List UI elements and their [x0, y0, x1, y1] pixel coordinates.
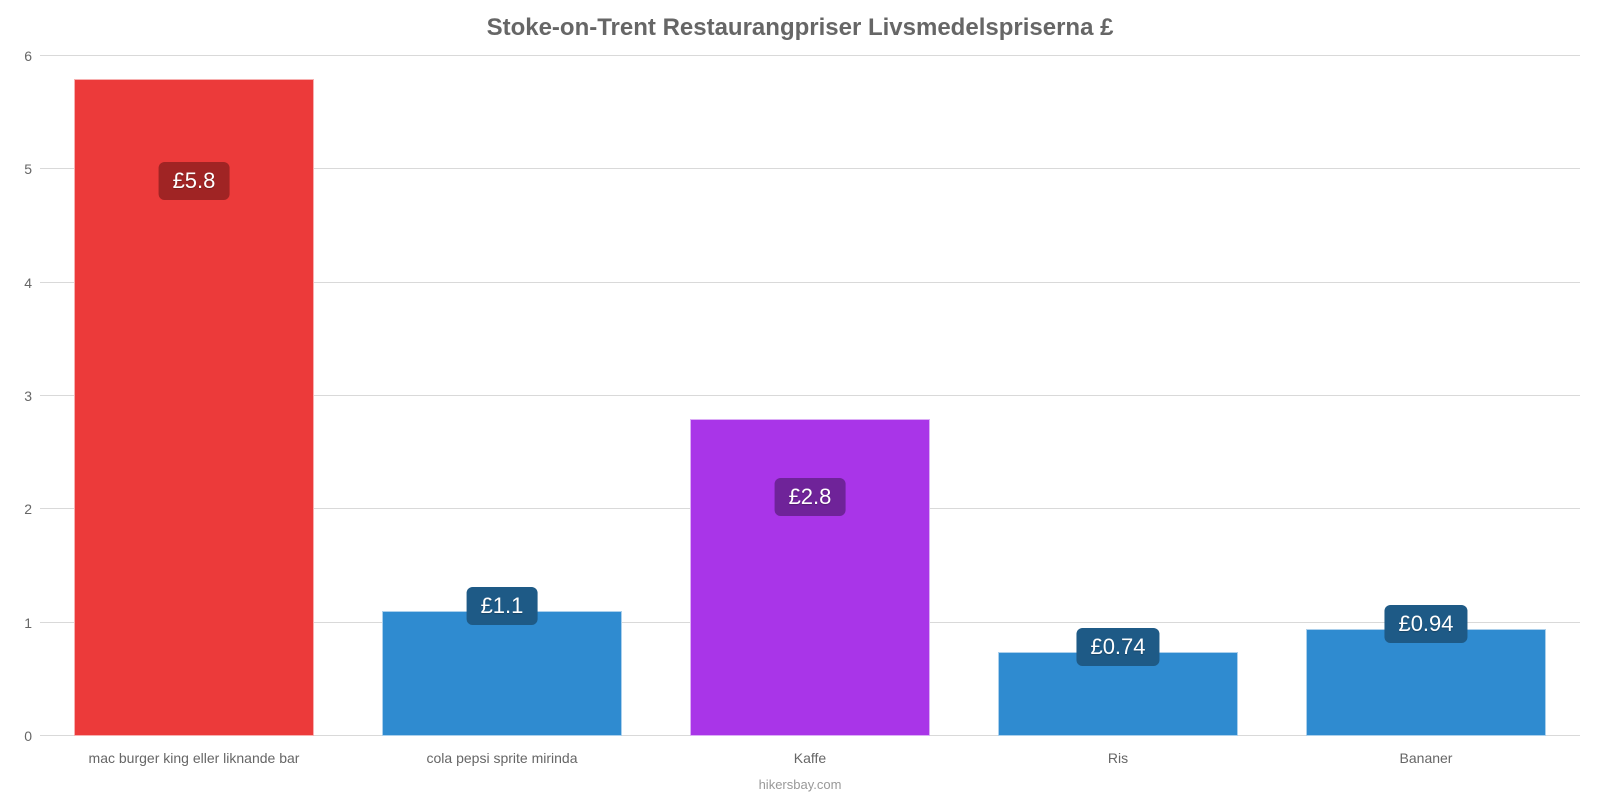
- x-tick-label: Bananer: [1272, 750, 1580, 766]
- bar-slot: £0.74: [964, 56, 1272, 736]
- value-badge: £0.94: [1384, 605, 1467, 643]
- bar-chart: Stoke-on-Trent Restaurangpriser Livsmede…: [0, 0, 1600, 800]
- y-tick-label: 3: [24, 388, 40, 404]
- x-axis: mac burger king eller liknande barcola p…: [40, 750, 1580, 766]
- bar-slot: £1.1: [348, 56, 656, 736]
- y-tick-label: 4: [24, 275, 40, 291]
- plot-area: 0123456 £5.8£1.1£2.8£0.74£0.94: [40, 56, 1580, 736]
- value-badge: £1.1: [467, 587, 538, 625]
- bars-container: £5.8 £1.1 £2.8 £0.74 £0.94: [40, 56, 1580, 736]
- y-tick-label: 2: [24, 501, 40, 517]
- y-tick-label: 1: [24, 615, 40, 631]
- bar: £0.74: [998, 652, 1238, 736]
- x-tick-label: cola pepsi sprite mirinda: [348, 750, 656, 766]
- bar-slot: £2.8: [656, 56, 964, 736]
- chart-footer: hikersbay.com: [0, 777, 1600, 792]
- bar: £0.94: [1306, 629, 1546, 736]
- chart-title: Stoke-on-Trent Restaurangpriser Livsmede…: [0, 0, 1600, 42]
- bar: £1.1: [382, 611, 622, 736]
- bar: £5.8: [74, 79, 314, 736]
- y-tick-label: 6: [24, 48, 40, 64]
- y-tick-label: 5: [24, 161, 40, 177]
- value-badge: £0.74: [1076, 628, 1159, 666]
- y-tick-label: 0: [24, 728, 40, 744]
- x-tick-label: Ris: [964, 750, 1272, 766]
- bar: £2.8: [690, 419, 930, 736]
- bar-slot: £0.94: [1272, 56, 1580, 736]
- x-tick-label: Kaffe: [656, 750, 964, 766]
- value-badge: £2.8: [775, 478, 846, 516]
- bar-slot: £5.8: [40, 56, 348, 736]
- value-badge: £5.8: [159, 162, 230, 200]
- x-tick-label: mac burger king eller liknande bar: [40, 750, 348, 766]
